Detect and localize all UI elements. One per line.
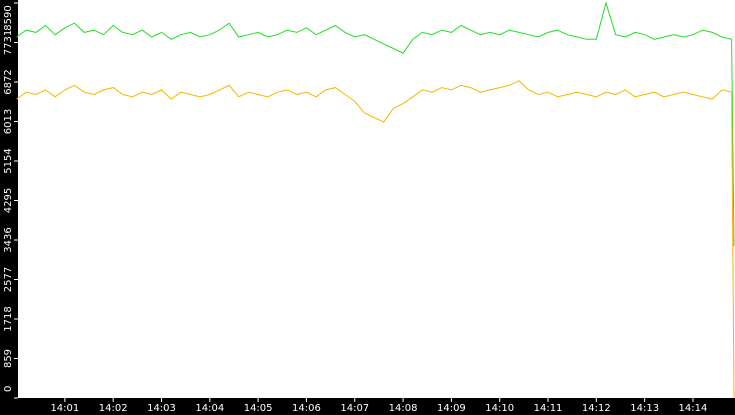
x-tick-label: 14:10	[485, 403, 514, 414]
x-tick-label: 14:13	[630, 403, 659, 414]
x-axis-bar	[0, 398, 735, 415]
x-tick-label: 14:11	[534, 403, 563, 414]
series-line	[16, 1, 735, 247]
x-tick-label: 14:04	[195, 403, 224, 414]
x-tick-label: 14:03	[147, 403, 176, 414]
x-tick-label: 14:01	[50, 403, 79, 414]
x-tick-label: 14:14	[679, 403, 708, 414]
series-line	[16, 80, 735, 399]
y-tick-label: 2577	[3, 267, 14, 292]
y-tick-label: 859	[3, 349, 14, 368]
y-tick-label: 3436	[3, 227, 14, 252]
y-tick-label: 0	[3, 386, 14, 392]
y-tick-label: 6013	[3, 109, 14, 134]
x-tick-label: 14:12	[582, 403, 611, 414]
x-tick-label: 14:08	[389, 403, 418, 414]
y-tick-label: 8590	[3, 5, 14, 30]
y-axis-bar	[0, 0, 18, 415]
y-tick-label: 1718	[3, 306, 14, 331]
y-tick-label: 5154	[3, 148, 14, 173]
x-tick-label: 14:07	[340, 403, 369, 414]
y-tick-label: 4295	[3, 188, 14, 213]
x-tick-label: 14:05	[244, 403, 273, 414]
y-tick-label: 7731	[3, 30, 14, 55]
x-tick-label: 14:09	[437, 403, 466, 414]
x-tick-label: 14:02	[99, 403, 128, 414]
y-tick-label: 6872	[3, 69, 14, 94]
x-tick-label: 14:06	[292, 403, 321, 414]
